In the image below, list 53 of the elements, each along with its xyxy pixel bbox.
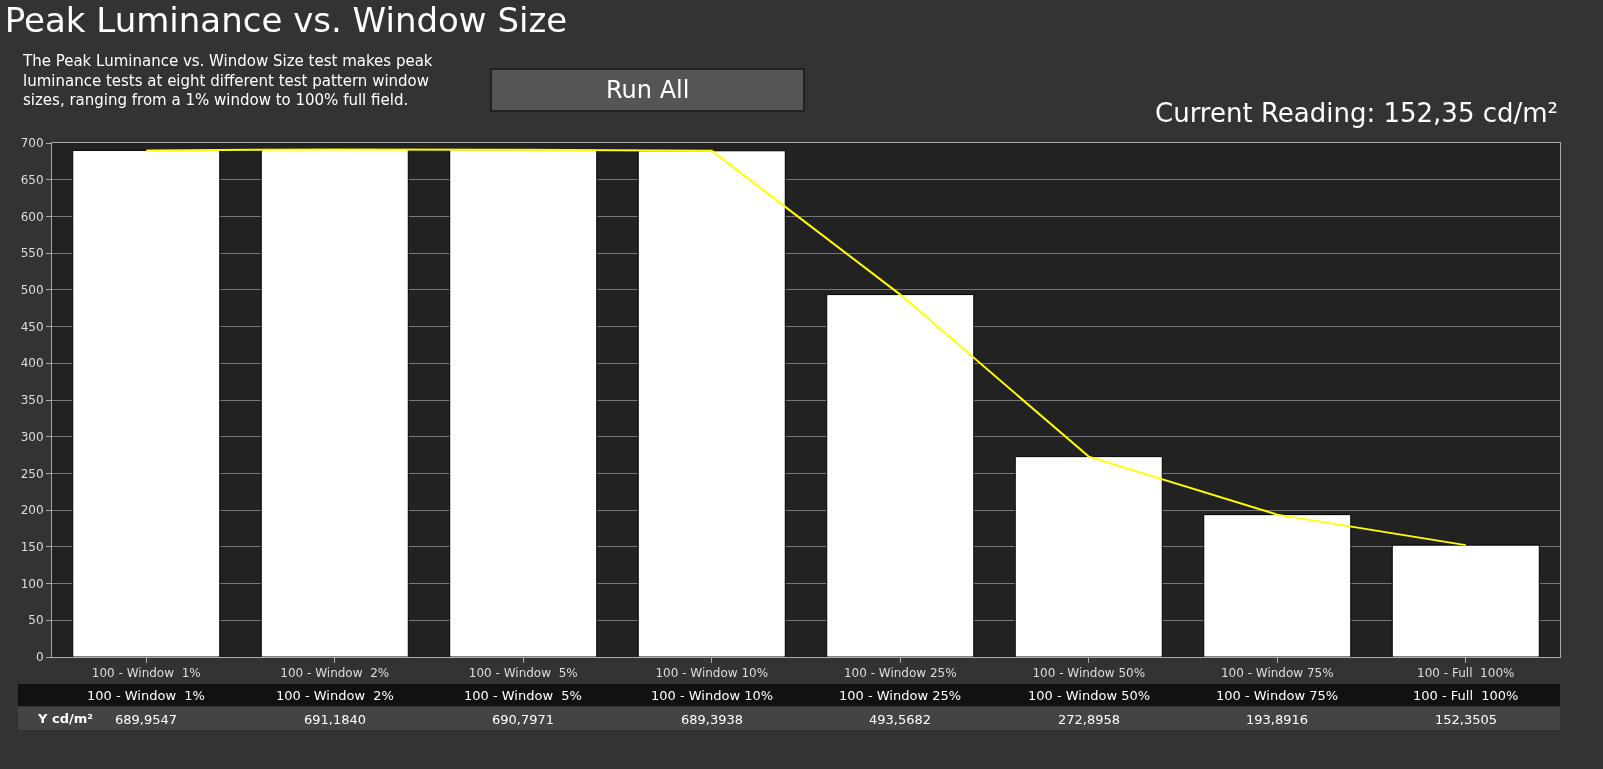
y-tick-label: 550 xyxy=(20,246,44,261)
data-label: 690,7971 xyxy=(492,712,555,727)
category-label: 100 - Window 2% xyxy=(276,688,394,703)
x-tick-label: 100 - Window 1% xyxy=(91,666,201,681)
y-tick-label: 250 xyxy=(20,466,44,481)
data-label: 689,3938 xyxy=(681,712,744,727)
y-tick-label: 200 xyxy=(20,503,44,518)
y-tick-label: 400 xyxy=(20,356,44,371)
y-tick-label: 350 xyxy=(20,393,44,408)
bar xyxy=(449,149,598,657)
data-label: 193,8916 xyxy=(1246,712,1309,727)
text: Current Reading: 152,35 cd/m² xyxy=(1155,98,1559,128)
line-series xyxy=(145,148,1467,547)
x-tick-label: 100 - Full 100% xyxy=(1417,666,1515,681)
category-label: 100 - Window 75% xyxy=(1216,688,1339,703)
bar xyxy=(1391,544,1540,657)
data-label: 152,3505 xyxy=(1435,712,1498,727)
x-tick-label: 100 - Window 5% xyxy=(468,666,578,681)
data-label: 493,5682 xyxy=(869,712,932,727)
chart-title: Peak Luminance vs. Window Size xyxy=(4,0,568,40)
category-label: 100 - Window 5% xyxy=(464,688,582,703)
data-label: 689,9547 xyxy=(115,712,178,727)
x-tick-label: 100 - Window 2% xyxy=(280,666,390,681)
y-tick-label: 700 xyxy=(20,136,44,151)
y-tick-label: 650 xyxy=(20,172,44,187)
category-label: 100 - Window 10% xyxy=(651,688,774,703)
y-tick-label: 50 xyxy=(28,613,44,628)
data-label: 272,8958 xyxy=(1058,712,1121,727)
y-tick-label: 500 xyxy=(20,283,44,298)
x-tick-label: 100 - Window 75% xyxy=(1220,666,1334,681)
bar xyxy=(260,148,409,657)
y-tick-label: 0 xyxy=(35,650,44,665)
data-label: 691,1840 xyxy=(304,712,367,727)
category-label: 100 - Window 1% xyxy=(87,688,205,703)
y-tick-label: 450 xyxy=(20,319,44,334)
category-label: 100 - Full 100% xyxy=(1413,688,1519,703)
bar xyxy=(637,150,786,657)
x-tick-label: 100 - Window 50% xyxy=(1032,666,1146,681)
chart-subtitle: The Peak Luminance vs. Window Size test makes peak luminance tests at eight different test pattern window sizes, ranging from a 1% window to 100% full field. xyxy=(22,52,433,109)
bar xyxy=(826,294,975,657)
category-label: 100 - Window 25% xyxy=(839,688,962,703)
y-tick-label: 150 xyxy=(20,540,44,555)
y-tick-label: 100 xyxy=(20,576,44,591)
y-tick-label: 600 xyxy=(20,209,44,224)
text: Run All xyxy=(606,76,690,104)
category-label: 100 - Window 50% xyxy=(1028,688,1151,703)
text: Y cd/m² xyxy=(37,711,93,726)
bar xyxy=(1014,456,1163,657)
x-tick-label: 100 - Window 25% xyxy=(843,666,957,681)
bar xyxy=(72,149,221,657)
x-tick-label: 100 - Window 10% xyxy=(655,666,769,681)
y-tick-label: 300 xyxy=(20,429,44,444)
bar xyxy=(1203,514,1352,657)
